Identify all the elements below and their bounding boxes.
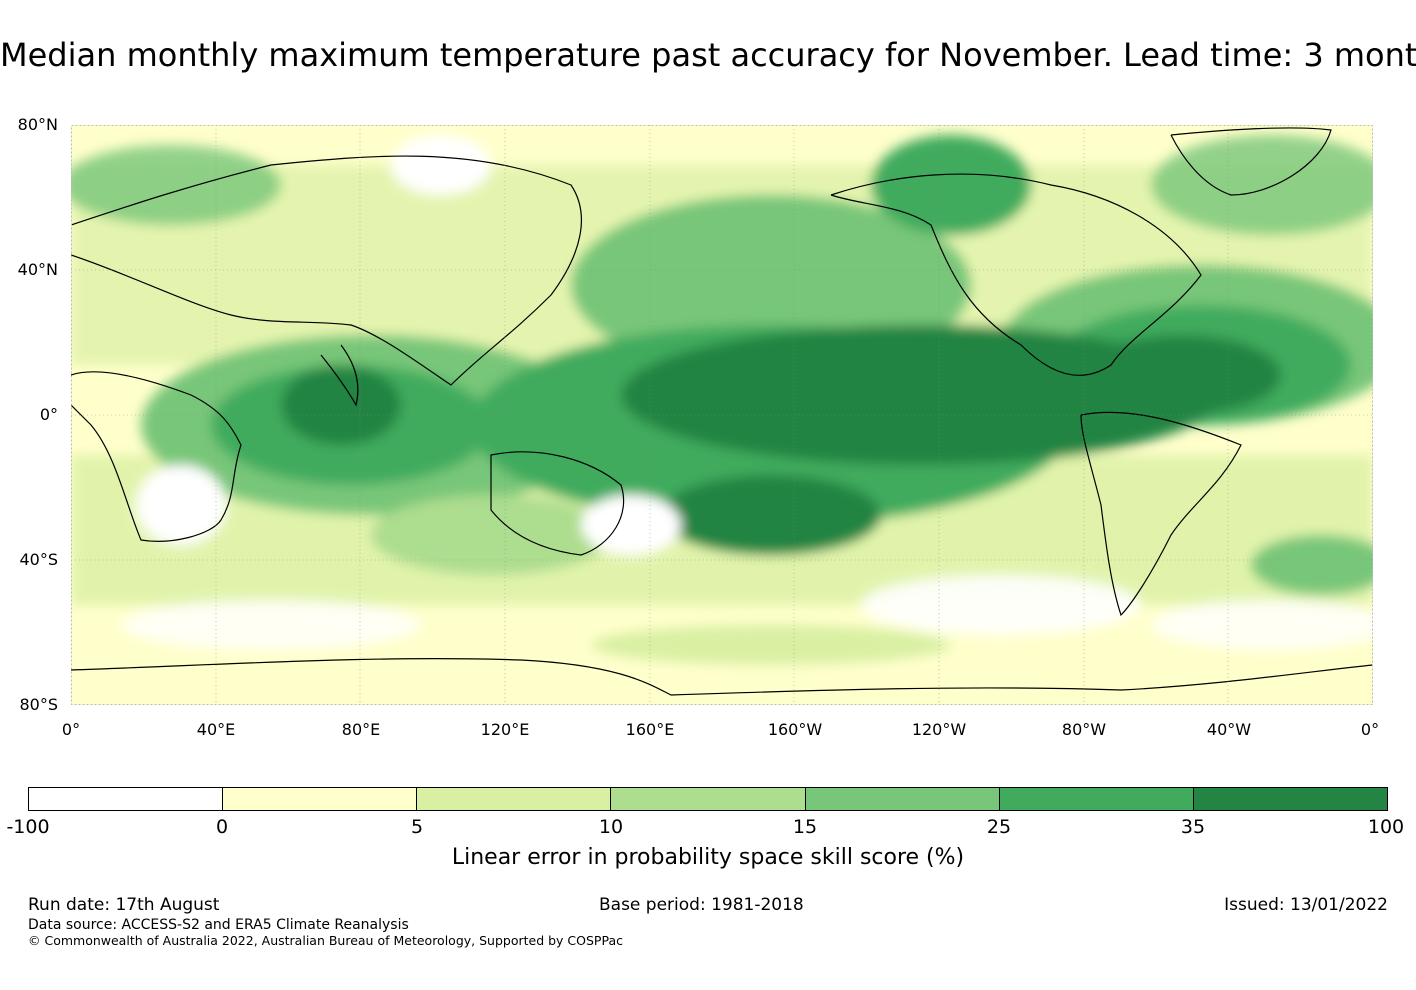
lat-label-40n: 40°N: [17, 260, 58, 279]
colorbar-tick: 10: [598, 816, 624, 838]
lon-label-160e: 160°E: [625, 720, 675, 739]
base-period: Base period: 1981-2018: [599, 895, 804, 915]
lon-label-80e: 80°E: [341, 720, 381, 739]
colorbar-segment: [1193, 788, 1387, 810]
issued-date: Issued: 13/01/2022: [1224, 895, 1388, 915]
data-source: Data source: ACCESS-S2 and ERA5 Climate …: [28, 917, 409, 933]
colorbar-tick: 100: [1367, 816, 1405, 838]
colorbar: [28, 787, 1388, 811]
colorbar-tick: 5: [410, 816, 424, 838]
colorbar-segment: [29, 788, 224, 810]
colorbar-label: Linear error in probability space skill …: [451, 845, 965, 870]
lat-label-40s: 40°S: [19, 550, 58, 569]
lon-label-0: 0°: [61, 720, 81, 739]
colorbar-tick: 15: [792, 816, 818, 838]
copyright: © Commonwealth of Australia 2022, Austra…: [28, 933, 623, 948]
lon-label-160w: 160°W: [767, 720, 823, 739]
colorbar-segment: [223, 788, 418, 810]
coastlines: [71, 127, 1373, 696]
map-title: Median monthly maximum temperature past …: [0, 36, 1416, 74]
colorbar-tick: -100: [6, 816, 50, 838]
colorbar-segment: [999, 788, 1194, 810]
colorbar-tick: 35: [1180, 816, 1206, 838]
lon-label-120e: 120°E: [480, 720, 530, 739]
lon-label-80w: 80°W: [1061, 720, 1107, 739]
lon-label-0-end: 0°: [1360, 720, 1380, 739]
lat-label-0: 0°: [39, 405, 58, 424]
lat-label-80s: 80°S: [19, 695, 58, 714]
lat-label-80n: 80°N: [17, 115, 58, 134]
colorbar-tick: 25: [986, 816, 1012, 838]
lon-label-120w: 120°W: [911, 720, 967, 739]
run-date: Run date: 17th August: [28, 895, 220, 915]
lon-label-40w: 40°W: [1206, 720, 1252, 739]
lon-label-40e: 40°E: [196, 720, 236, 739]
colorbar-tick: 0: [215, 816, 229, 838]
colorbar-segment: [417, 788, 612, 810]
colorbar-segment: [611, 788, 806, 810]
colorbar-segment: [805, 788, 1000, 810]
skill-score-map: [71, 125, 1373, 705]
graticule: [71, 125, 1373, 705]
